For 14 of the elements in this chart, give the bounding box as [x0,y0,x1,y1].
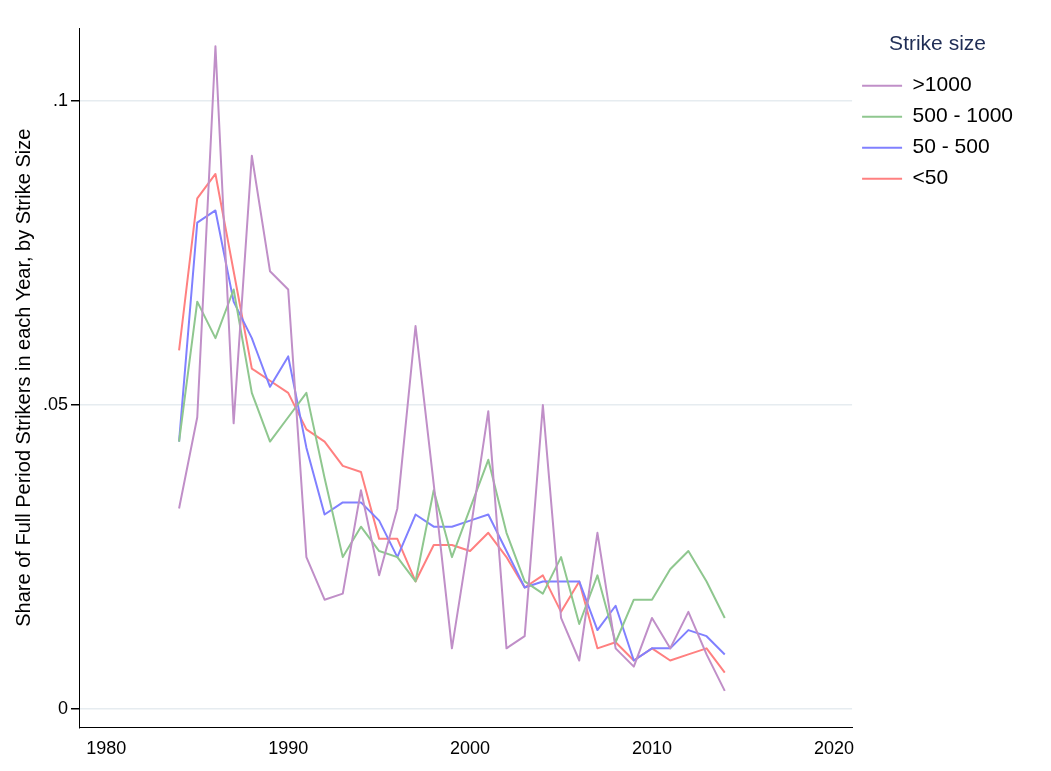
x-tick-label: 2000 [450,738,491,759]
legend-label: 50 - 500 [912,134,990,158]
y-tick-label: .1 [53,89,69,110]
y-axis-title: Share of Full Period Strikers in each Year, by Strike Size [11,128,34,627]
legend-title: Strike size [889,31,986,55]
y-tick-label: .05 [42,394,69,415]
legend-label: >1000 [912,72,972,96]
x-tick-label: 1980 [86,738,127,759]
x-tick-label: 2010 [631,738,673,759]
legend-label: <50 [912,165,949,189]
legend-label: 500 - 1000 [912,103,1014,127]
x-tick-label: 2020 [813,738,854,759]
x-tick-label: 1990 [268,738,309,759]
y-tick-label: 0 [58,698,69,719]
